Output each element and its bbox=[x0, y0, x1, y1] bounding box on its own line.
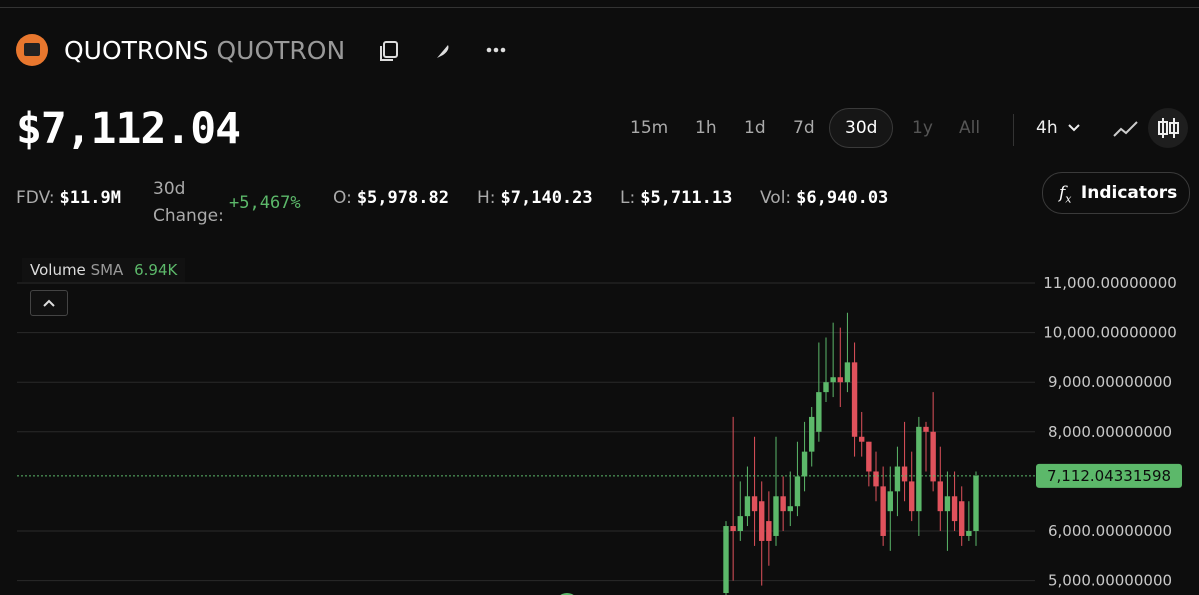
candle-body bbox=[830, 377, 836, 383]
volume-sma: SMA bbox=[90, 261, 124, 279]
timeframe[interactable]: All bbox=[959, 118, 981, 138]
candle-body bbox=[923, 426, 929, 432]
candle-body bbox=[823, 382, 829, 393]
candle-body bbox=[951, 496, 958, 522]
indicators-button[interactable]: fx Indicators bbox=[1042, 172, 1190, 214]
stat: FDV: $11.9M bbox=[16, 188, 121, 208]
candle-body bbox=[744, 496, 751, 517]
stat-value: $5,978.82 bbox=[356, 188, 449, 208]
y-tick-label: 6,000.00000000 bbox=[1048, 522, 1172, 540]
stat: Vol: $6,940.03 bbox=[760, 188, 888, 208]
stat-label: O: bbox=[333, 188, 352, 208]
stat-label: L: bbox=[620, 188, 636, 208]
candle-body bbox=[873, 471, 879, 487]
stat-label: H: bbox=[477, 188, 496, 208]
candle-body bbox=[809, 416, 815, 452]
stat-value: $5,711.13 bbox=[640, 188, 733, 208]
candle-body bbox=[887, 491, 893, 512]
token-symbol: QUOTRON bbox=[216, 36, 346, 65]
timeframe[interactable]: 1y bbox=[912, 118, 933, 138]
candle-body bbox=[787, 506, 793, 512]
candle-body bbox=[966, 531, 972, 536]
candle-body bbox=[973, 475, 979, 532]
candle-body bbox=[959, 501, 965, 536]
volume-legend: Volume SMA 6.94K bbox=[22, 258, 186, 282]
candle-body bbox=[816, 392, 822, 432]
token-title: QUOTRONS QUOTRON bbox=[64, 36, 345, 65]
candle-body bbox=[773, 496, 779, 536]
candle-body bbox=[909, 481, 915, 512]
token-name: QUOTRONS bbox=[64, 36, 209, 65]
candle-body bbox=[780, 496, 786, 512]
indicators-label[interactable]: Indicators bbox=[1080, 183, 1178, 203]
candle-body bbox=[723, 526, 729, 594]
feather-icon[interactable] bbox=[434, 42, 452, 60]
stat-value: $11.9M bbox=[59, 188, 121, 208]
stat: L: $5,711.13 bbox=[620, 188, 732, 208]
stat-value: +5,467% bbox=[229, 193, 301, 213]
candle-toggle[interactable] bbox=[1148, 108, 1188, 148]
volume-value: 6.94K bbox=[134, 261, 178, 279]
stat: H: $7,140.23 bbox=[477, 188, 593, 208]
y-tick-label: 11,000.00000000 bbox=[1043, 274, 1177, 292]
candle-body bbox=[751, 496, 758, 512]
candle-body bbox=[930, 431, 936, 482]
y-tick-label: 10,000.00000000 bbox=[1043, 324, 1177, 342]
token-logo bbox=[16, 34, 48, 66]
top-border bbox=[0, 7, 1199, 8]
candle-body bbox=[866, 441, 872, 472]
interval[interactable]: 4h bbox=[1036, 118, 1058, 138]
divider bbox=[1013, 114, 1014, 146]
y-tick-label: 5,000.00000000 bbox=[1048, 572, 1172, 590]
candle-body bbox=[894, 466, 901, 492]
last-price-box bbox=[1036, 463, 1182, 488]
y-tick-label: 9,000.00000000 bbox=[1048, 373, 1172, 391]
timeframe[interactable]: 1d bbox=[744, 118, 766, 138]
more-icon[interactable] bbox=[485, 44, 509, 56]
price: $7,112.04 bbox=[16, 104, 241, 154]
stat: 30d Change:+5,467% bbox=[153, 176, 301, 230]
line-chart-toggle[interactable] bbox=[1112, 118, 1140, 140]
candle-body bbox=[801, 451, 808, 477]
candle-body bbox=[766, 521, 772, 541]
candle-body bbox=[859, 436, 865, 442]
y-tick-label: 8,000.00000000 bbox=[1048, 423, 1172, 441]
candle-body bbox=[730, 526, 736, 532]
stat-label: FDV: bbox=[16, 188, 55, 208]
collapse-button[interactable] bbox=[30, 290, 68, 316]
timeframe[interactable]: 15m bbox=[630, 118, 669, 138]
candle-body bbox=[901, 466, 908, 482]
volume-label: Volume bbox=[30, 261, 86, 279]
stat-value: $7,140.23 bbox=[500, 188, 593, 208]
candle-body bbox=[759, 501, 765, 541]
timeframe[interactable]: 1h bbox=[695, 118, 717, 138]
candle-body bbox=[916, 426, 922, 512]
stat: O: $5,978.82 bbox=[333, 188, 449, 208]
candle-body bbox=[794, 476, 801, 507]
stat-value: $6,940.03 bbox=[796, 188, 889, 208]
candle-body bbox=[880, 486, 886, 536]
timeframe[interactable]: 30d bbox=[829, 108, 894, 148]
last-price-label: 7,112.04331598 bbox=[1047, 467, 1171, 485]
timeframe[interactable]: 7d bbox=[793, 118, 815, 138]
candle-body bbox=[851, 362, 858, 437]
candle-body bbox=[937, 481, 943, 512]
candle-body bbox=[844, 362, 851, 383]
candle-body bbox=[837, 377, 843, 383]
stat-label: 30d Change: bbox=[153, 179, 224, 226]
candle-body bbox=[944, 496, 951, 512]
copy-icon[interactable] bbox=[378, 40, 400, 62]
stat-label: Vol: bbox=[760, 188, 792, 208]
interval-select[interactable]: 4h bbox=[1036, 118, 1081, 138]
candle-body bbox=[737, 516, 743, 532]
